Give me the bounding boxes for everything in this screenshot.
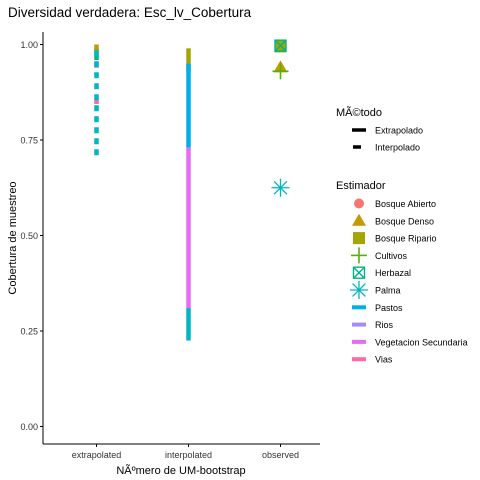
legend-estimator-label: Palma bbox=[375, 286, 401, 296]
legend-estimator-label: Herbazal bbox=[375, 268, 411, 278]
x-axis-label: NÃºmero de UM-bootstrap bbox=[116, 464, 245, 477]
data-point bbox=[272, 63, 289, 80]
data-point bbox=[274, 39, 287, 52]
legend-estimator-label: Vegetacion Secundaria bbox=[375, 337, 468, 347]
y-tick-label: 0.75 bbox=[20, 136, 38, 146]
legend-estimator-label: Rios bbox=[375, 320, 394, 330]
legend-estimator-label: Pastos bbox=[375, 303, 403, 313]
legend-method-title: MÃ©todo bbox=[336, 106, 382, 119]
legend-method: MÃ©todo Extrapolado Interpolado bbox=[336, 106, 423, 153]
legend-estimator-key bbox=[354, 198, 364, 209]
legend-estimator-key bbox=[350, 281, 368, 299]
legend-estimator-label: Vias bbox=[375, 355, 393, 365]
legend-estimator-key bbox=[351, 247, 367, 264]
legend-estimator-label: Cultivos bbox=[375, 251, 408, 261]
legend-estimator: Estimador Bosque Abierto Bosque Denso Bosq… bbox=[336, 180, 468, 365]
legend-estimator-key bbox=[352, 213, 366, 226]
legend-method-label: Interpolado bbox=[375, 143, 420, 153]
x-axis: extrapolated interpolated observed bbox=[72, 444, 299, 460]
data-point bbox=[271, 178, 290, 197]
legend-estimator-key bbox=[353, 232, 365, 245]
x-tick-label: extrapolated bbox=[72, 450, 122, 460]
legend-method-label: Extrapolado bbox=[375, 126, 423, 136]
legend-estimator-label: Bosque Ripario bbox=[375, 234, 437, 244]
y-tick-label: 0.25 bbox=[20, 327, 38, 337]
legend-estimator-key bbox=[352, 266, 366, 279]
x-tick-label: interpolated bbox=[165, 450, 212, 460]
legend-estimator-label: Bosque Abierto bbox=[375, 199, 436, 209]
y-tick-label: 0.00 bbox=[20, 422, 38, 432]
y-tick-label: 0.50 bbox=[20, 231, 38, 241]
y-tick-label: 1.00 bbox=[20, 40, 38, 50]
y-axis: 0.00 0.25 0.50 0.75 1.00 bbox=[20, 40, 43, 432]
y-axis-label: Cobertura de muestreo bbox=[7, 181, 19, 294]
plot-area bbox=[94, 39, 290, 341]
legend-estimator-title: Estimador bbox=[336, 180, 386, 192]
legend-estimator-label: Bosque Denso bbox=[375, 216, 434, 226]
chart-title: Diversidad verdadera: Esc_lv_Cobertura bbox=[8, 5, 252, 20]
x-tick-label: observed bbox=[262, 450, 299, 460]
